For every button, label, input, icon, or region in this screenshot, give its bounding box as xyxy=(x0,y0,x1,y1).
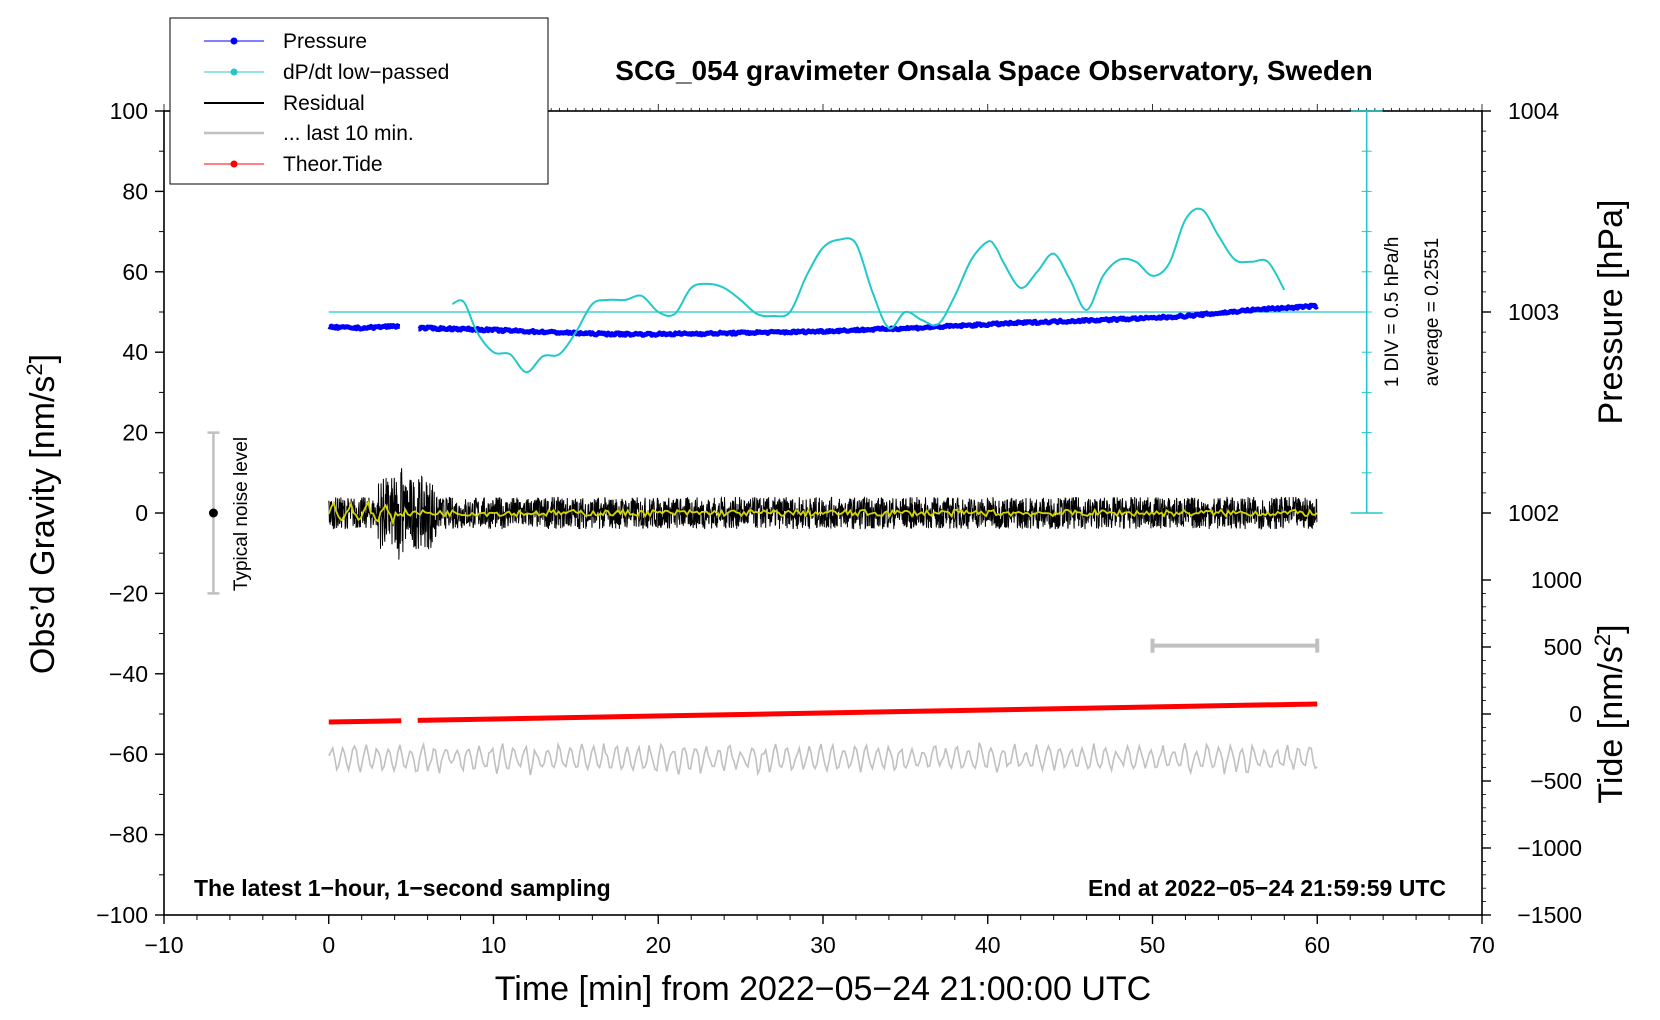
y-tick-label: −60 xyxy=(109,741,148,767)
legend-marker-dpdt xyxy=(230,68,238,76)
x-tick-label: 10 xyxy=(481,932,507,958)
noise-center-dot xyxy=(208,508,218,518)
y-tick-label: 80 xyxy=(122,178,148,204)
pressure-tick-label: 1002 xyxy=(1508,500,1559,526)
residual-smoothed-line xyxy=(327,499,1318,527)
y-axis-title-main: Obs’d Gravity [nm/s xyxy=(24,376,62,675)
y-axis-title: Obs’d Gravity [nm/s2] xyxy=(22,354,63,674)
legend: Pressure dP/dt low−passed Residual ... l… xyxy=(169,17,549,185)
x-tick-label: 40 xyxy=(975,932,1001,958)
tide-tick-label: −1000 xyxy=(1517,835,1582,861)
bottom-right-note: End at 2022−05−24 21:59:59 UTC xyxy=(1088,875,1446,901)
y-axis-title-sup: 2 xyxy=(22,363,47,375)
x-tick-label: 60 xyxy=(1304,932,1330,958)
legend-marker-tide xyxy=(230,160,238,168)
legend-label-pressure: Pressure xyxy=(283,30,367,53)
y-axis-title-end: ] xyxy=(24,354,62,363)
tide-axis-title: Tide [nm/s2] xyxy=(1590,624,1631,803)
x-tick-label: 30 xyxy=(810,932,836,958)
x-axis-title: Time [min] from 2022−05−24 21:00:00 UTC xyxy=(495,970,1151,1008)
tide-axis-title-main: Tide [nm/s xyxy=(1592,646,1630,803)
tide-axis-title-end: ] xyxy=(1592,624,1630,633)
dpdt-scale-label: 1 DIV = 0.5 hPa/h xyxy=(1382,237,1403,388)
tide-tick-label: −1500 xyxy=(1517,902,1582,928)
pressure-axis-title: Pressure [hPa] xyxy=(1592,200,1630,425)
chart-title: SCG_054 gravimeter Onsala Space Observat… xyxy=(615,55,1372,86)
last10-line xyxy=(328,741,1318,777)
y-tick-label: 100 xyxy=(110,98,148,124)
axes-layer: −10 0 10 20 30 40 50 60 70−100−80−60−40−20020406… xyxy=(96,98,1582,958)
legend-label-tide: Theor.Tide xyxy=(283,153,383,176)
y-tick-label: 20 xyxy=(122,420,148,446)
legend-box xyxy=(169,17,549,185)
y-tick-label: 40 xyxy=(122,339,148,365)
x-tick-label: 0 xyxy=(322,932,335,958)
y-tick-label: −80 xyxy=(109,822,148,848)
pressure-tick-label: 1004 xyxy=(1508,98,1559,124)
bottom-left-note: The latest 1−hour, 1−second sampling xyxy=(194,875,611,901)
x-tick-label: 20 xyxy=(645,932,671,958)
legend-label-residual: Residual xyxy=(283,92,365,115)
x-tick-label: 50 xyxy=(1140,932,1166,958)
dpdt-average-label: average = 0.2551 xyxy=(1422,238,1443,386)
tide-tick-label: −500 xyxy=(1530,768,1582,794)
annotation-layer xyxy=(207,110,1383,653)
pressure-line xyxy=(327,302,1319,338)
pressure-tick-label: 1003 xyxy=(1508,299,1559,325)
tide-tick-label: 1000 xyxy=(1531,567,1582,593)
tide-line xyxy=(417,701,1318,723)
x-tick-label: 70 xyxy=(1469,932,1495,958)
legend-label-last10: ... last 10 min. xyxy=(283,122,414,145)
noise-label: Typical noise level xyxy=(231,437,252,591)
legend-label-dpdt: dP/dt low−passed xyxy=(283,61,449,84)
tide-tick-label: 0 xyxy=(1569,701,1582,727)
y-tick-label: 60 xyxy=(122,259,148,285)
dpdt-line xyxy=(451,207,1286,374)
x-tick-label: −10 xyxy=(144,932,183,958)
tide-axis-title-sup: 2 xyxy=(1590,634,1615,646)
y-tick-label: −100 xyxy=(96,902,148,928)
series-layer xyxy=(327,207,1367,777)
legend-marker-pressure xyxy=(230,37,238,45)
y-tick-label: −20 xyxy=(109,580,148,606)
tide-line xyxy=(328,718,402,725)
y-tick-label: −40 xyxy=(109,661,148,687)
y-tick-label: 0 xyxy=(135,500,148,526)
tide-tick-label: 500 xyxy=(1544,634,1582,660)
